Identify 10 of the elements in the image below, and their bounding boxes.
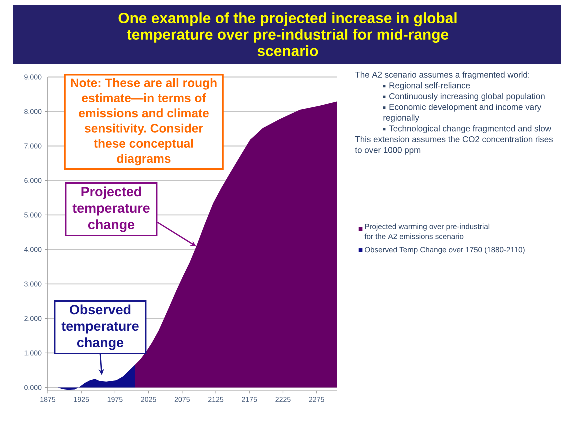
annotation: Observed temperature change (62, 304, 139, 350)
text: Technological change fragmented and slow (389, 125, 552, 134)
chart-title: One example of the projected increase in global temperature over pre-industrial for mid-range scenario (118, 12, 457, 56)
text: The A2 scenario assumes a fragmented world: (355, 72, 530, 80)
annotation: Projected temperature change (72, 186, 150, 232)
text: Economic development and income vary regionally (384, 104, 542, 123)
text: Regional self-reliance (390, 82, 470, 90)
annotation: Note: These are all rough estimate—in terms of emissions and climate sensitivity. Consider these conceptual diagrams (71, 78, 217, 166)
text: This extension assumes the CO2 concentration rises to over 1000 ppm (355, 136, 554, 155)
text: Continuously increasing global population (390, 93, 545, 102)
